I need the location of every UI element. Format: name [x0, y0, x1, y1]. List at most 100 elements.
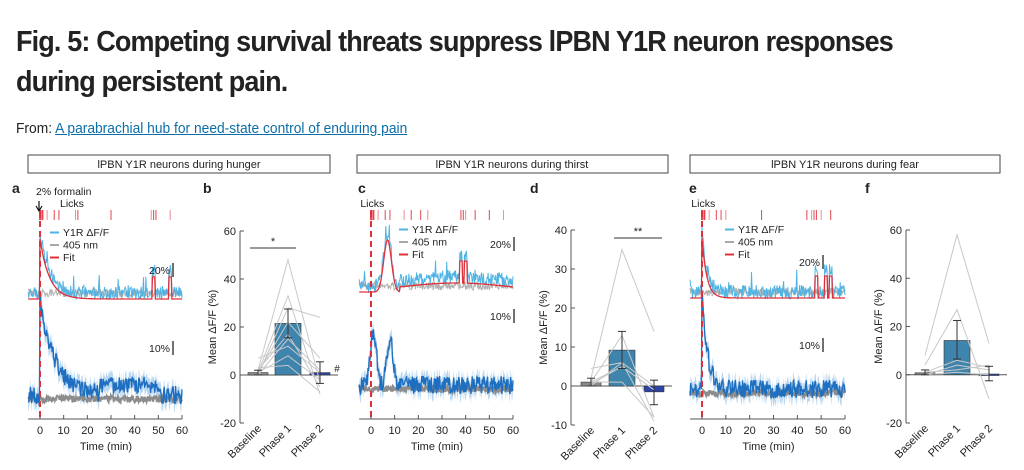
y-tick-label: 0 — [896, 370, 902, 382]
individual-subject-line — [590, 247, 655, 379]
x-tick-label: 60 — [839, 425, 851, 437]
scale-bar-label: 10% — [799, 340, 820, 352]
y-tick-label: 30 — [555, 264, 567, 276]
panel-letter-b: b — [203, 180, 212, 196]
y-axis-label: Mean ΔF/F (%) — [538, 290, 550, 365]
fit-trace — [690, 237, 845, 299]
mean-sem-band — [690, 282, 845, 407]
y-tick-label: 60 — [890, 225, 902, 237]
individual-subject-line — [257, 294, 321, 395]
x-axis-label: Time (min) — [411, 441, 463, 453]
y1r-mean-trace — [358, 329, 514, 397]
x-tick-label: 30 — [105, 425, 117, 437]
x-tick-label: 0 — [368, 425, 374, 437]
isosbestic-405nm-trace — [27, 287, 183, 299]
individual-subject-line — [924, 232, 990, 356]
individual-subject-line — [924, 308, 990, 400]
panel-letter-f: f — [865, 180, 870, 196]
individual-subject-line — [257, 307, 321, 376]
y-tick-label: -10 — [551, 420, 567, 432]
x-tick-label: 50 — [815, 425, 827, 437]
legend-label: 405 nm — [412, 237, 447, 249]
category-label: Phase 2 — [623, 425, 660, 462]
y-axis-label: Mean ΔF/F (%) — [207, 290, 219, 365]
x-tick-label: 10 — [720, 425, 732, 437]
isosbestic-mean-trace — [27, 391, 183, 407]
legend-label: Y1R ΔF/F — [738, 224, 784, 236]
category-label: Phase 2 — [958, 423, 995, 460]
y1r-dff-trace — [689, 226, 846, 301]
scale-bar-label: 20% — [490, 239, 511, 251]
x-tick-label: 20 — [744, 425, 756, 437]
x-tick-label: 20 — [412, 425, 424, 437]
y1r-mean-trace — [689, 290, 846, 400]
panel-letter-a: a — [12, 180, 20, 196]
y1r-mean-trace — [27, 296, 183, 405]
y-axis-label: Mean ΔF/F (%) — [873, 289, 885, 364]
significance-marker: * — [271, 236, 276, 248]
legend-label: Fit — [63, 252, 75, 264]
events-label: Licks — [360, 198, 384, 210]
individual-subject-line — [257, 345, 321, 373]
y-tick-label: 40 — [890, 273, 902, 285]
y-tick-label: 20 — [890, 322, 902, 334]
individual-subject-line — [924, 371, 990, 376]
formalin-annotation: 2% formalin — [36, 186, 92, 198]
x-tick-label: 10 — [58, 425, 70, 437]
fit-trace — [359, 239, 514, 293]
significance-marker: ** — [634, 226, 643, 238]
fit-trace — [28, 238, 182, 300]
individual-subject-line — [591, 381, 655, 418]
y-tick-label: -20 — [886, 418, 902, 430]
individual-subject-line — [257, 364, 321, 393]
x-tick-label: 30 — [436, 425, 448, 437]
y-tick-label: -20 — [220, 418, 236, 430]
figure-title: Fig. 5: Competing survival threats suppr… — [16, 26, 894, 98]
scale-bar-label: 10% — [149, 343, 170, 355]
legend-label: Fit — [412, 249, 424, 261]
group-title: lPBN Y1R neurons during fear — [771, 159, 919, 171]
legend-label: 405 nm — [738, 237, 773, 249]
x-tick-label: 60 — [507, 425, 519, 437]
scale-bar-label: 10% — [490, 311, 511, 323]
y-tick-label: 40 — [224, 274, 236, 286]
scale-bar-label: 20% — [799, 257, 820, 269]
y-tick-label: 0 — [561, 381, 567, 393]
source-article-link[interactable]: A parabrachial hub for need-state contro… — [55, 120, 408, 137]
legend-label: 405 nm — [63, 240, 98, 252]
individual-subject-line — [257, 257, 321, 383]
y-tick-label: 40 — [555, 225, 567, 237]
legend-label: Y1R ΔF/F — [63, 227, 109, 239]
category-label: Phase 1 — [591, 425, 628, 462]
source-line: From: A parabrachial hub for need-state … — [16, 120, 407, 137]
isosbestic-405nm-trace — [358, 280, 514, 292]
category-label: Phase 2 — [289, 423, 326, 460]
y-tick-label: 10 — [555, 342, 567, 354]
group-title: lPBN Y1R neurons during thirst — [436, 159, 589, 171]
group-header-fear: lPBN Y1R neurons during fear — [689, 154, 1001, 174]
group-title: lPBN Y1R neurons during hunger — [97, 159, 260, 171]
x-tick-label: 50 — [152, 425, 164, 437]
legend-label: Fit — [738, 249, 750, 261]
x-tick-label: 40 — [129, 425, 141, 437]
isosbestic-mean-trace — [689, 386, 846, 400]
x-tick-label: 0 — [699, 425, 705, 437]
scale-bar-label: 20% — [149, 265, 170, 277]
x-tick-label: 30 — [767, 425, 779, 437]
y-tick-label: 20 — [555, 303, 567, 315]
category-label: Phase 1 — [926, 423, 963, 460]
category-label: Phase 1 — [257, 423, 294, 460]
individual-subject-line — [924, 359, 990, 373]
formalin-arrow-icon — [35, 201, 43, 213]
x-tick-label: 40 — [791, 425, 803, 437]
panel-letter-d: d — [530, 180, 539, 196]
events-label: Licks — [691, 198, 715, 210]
x-axis-label: Time (min) — [80, 441, 132, 453]
